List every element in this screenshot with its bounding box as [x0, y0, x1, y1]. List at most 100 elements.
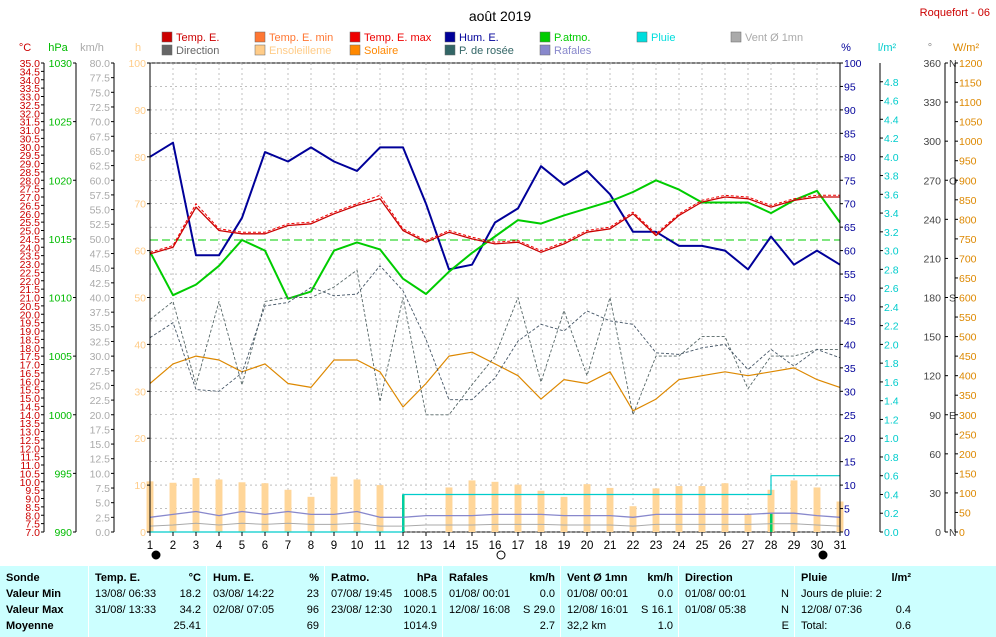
sunshine-bar [767, 489, 775, 532]
pluie-total-label: Total: [801, 620, 828, 632]
patmo-title: P.atmo. [331, 572, 370, 584]
temp-unit: °C [188, 572, 201, 584]
direction-cardinal-label: N [949, 58, 957, 70]
sunshine-bar [192, 478, 200, 532]
x-tick-label: 24 [673, 540, 686, 552]
x-tick-label: 23 [650, 540, 663, 552]
summary-rafales: Rafales km/h 01/08/ 00:01 0.0 12/08/ 16:08… [442, 566, 561, 637]
temp-axis-tick-label: 21.5 [20, 284, 41, 296]
sun-axis-tick-label: 50 [134, 293, 146, 305]
temp-axis-tick-label: 34.0 [20, 75, 41, 87]
unit-solar: W/m² [953, 42, 980, 54]
wind-axis-tick-label: 42.5 [90, 278, 111, 290]
temp-axis-tick-label: 33.0 [20, 92, 41, 104]
moon-marker [151, 550, 161, 560]
vent-mean: 1.0 [657, 620, 673, 632]
temp-axis-tick-label: 13.5 [20, 418, 41, 430]
x-tick-label: 10 [351, 540, 364, 552]
direction-axis-tick-label: 180 [923, 293, 941, 305]
sun-axis-tick-label: 10 [134, 480, 146, 492]
x-tick-label: 28 [765, 540, 778, 552]
patmo-min-time: 07/08/ 19:45 [331, 588, 393, 600]
unit-sun: h [135, 42, 141, 54]
legend-swatch [444, 31, 456, 43]
pressure-axis-tick-label: 1000 [49, 410, 73, 422]
solar-axis-tick-label: 650 [959, 273, 977, 285]
humidity-axis-tick-label: 30 [844, 386, 856, 398]
pressure-axis-tick-label: 995 [54, 468, 72, 480]
legend-label: P. de rosée [459, 45, 514, 57]
temp-axis-tick-label: 11.5 [20, 452, 40, 464]
x-tick-label: 8 [308, 540, 314, 552]
temp-axis-tick-label: 27.5 [20, 184, 41, 196]
wind-axis-tick-label: 47.5 [90, 249, 111, 261]
legend-label: Vent Ø 1mn [745, 32, 803, 44]
legend-swatch [254, 31, 266, 43]
hum-max-time: 02/08/ 07:05 [213, 604, 275, 616]
hum-max-val: 96 [306, 604, 319, 616]
rain-axis-tick-label: 3.6 [884, 189, 899, 201]
temp-axis-tick-label: 12.0 [20, 443, 41, 455]
solar-axis-tick-label: 1050 [959, 117, 983, 129]
sunshine-bar [445, 487, 453, 532]
sunshine-bar [721, 483, 729, 532]
wind-axis-tick-label: 27.5 [90, 366, 111, 378]
sun-axis-tick-label: 20 [134, 433, 146, 445]
rain-axis-tick-label: 3.0 [884, 246, 899, 258]
x-tick-label: 3 [193, 540, 199, 552]
sunshine-bar [215, 479, 223, 532]
temp-mean: 25.41 [173, 620, 201, 632]
solar-axis-tick-label: 350 [959, 390, 977, 402]
temp-max-val: 34.2 [179, 604, 201, 616]
temp-axis-tick-label: 20.5 [20, 301, 41, 313]
temp-axis-tick-label: 24.5 [20, 234, 41, 246]
temp-axis-tick-label: 30.5 [20, 133, 41, 145]
patmo-max-val: 1020.1 [403, 604, 437, 616]
wind-axis-tick-label: 25.0 [90, 380, 111, 392]
x-tick-label: 16 [489, 540, 502, 552]
series-line [149, 522, 841, 527]
series-line [149, 141, 841, 271]
humidity-axis-tick-label: 70 [844, 199, 856, 211]
sunshine-bar [583, 484, 591, 532]
wind-axis-tick-label: 72.5 [90, 102, 111, 114]
series-line [149, 265, 841, 401]
temp-axis-tick-label: 8.0 [25, 510, 40, 522]
temp-axis-tick-label: 16.5 [20, 368, 41, 380]
solar-axis-tick-label: 950 [959, 156, 977, 168]
pluie-max-val: 0.4 [895, 604, 911, 616]
rain-axis-tick-label: 2.8 [884, 264, 899, 276]
legend-label: Rafales [554, 45, 592, 57]
temp-axis-tick-label: 10.0 [20, 477, 41, 489]
x-axis: 1 2 3 4 5 6 7 8 9 10 11 12 13 14 15 16 17 18 19 20 21 22 23 24 2… [147, 532, 846, 560]
legend-label: Pluie [651, 32, 675, 44]
wind-axis-tick-label: 70.0 [90, 117, 111, 129]
temp-min-val: 18.2 [179, 588, 201, 600]
humidity-axis-tick-label: 45 [844, 316, 856, 328]
temp-axis-tick-label: 29.5 [20, 150, 41, 162]
legend-label: Ensoleilleme [269, 45, 331, 57]
unit-wind: km/h [80, 42, 104, 54]
solar-axis-tick-label: 1150 [959, 78, 982, 90]
temp-axis-tick-label: 31.5 [20, 117, 41, 129]
pluie-unit: l/m² [891, 572, 911, 584]
wind-axis-tick-label: 62.5 [90, 161, 111, 173]
temp-axis-tick-label: 13.0 [20, 427, 41, 439]
legend-label: Direction [176, 45, 219, 57]
solar-axis-tick-label: 200 [959, 449, 977, 461]
x-tick-label: 11 [374, 540, 386, 552]
x-tick-label: 30 [811, 540, 824, 552]
sunshine-bar [261, 483, 269, 532]
temp-axis-tick-label: 11.0 [20, 460, 40, 472]
series-line [150, 475, 840, 533]
direction-max-val: N [781, 604, 789, 616]
humidity-axis-tick-label: 5 [844, 504, 850, 516]
rain-axis-tick-label: 0.4 [884, 489, 899, 501]
wind-axis-tick-label: 75.0 [90, 87, 111, 99]
x-tick-label: 7 [285, 540, 291, 552]
x-tick-label: 18 [535, 540, 548, 552]
series-line [149, 194, 840, 253]
sun-axis-tick-label: 60 [134, 246, 146, 258]
direction-axis-tick-label: 270 [923, 175, 941, 187]
temp-axis-tick-label: 24.0 [20, 242, 41, 254]
